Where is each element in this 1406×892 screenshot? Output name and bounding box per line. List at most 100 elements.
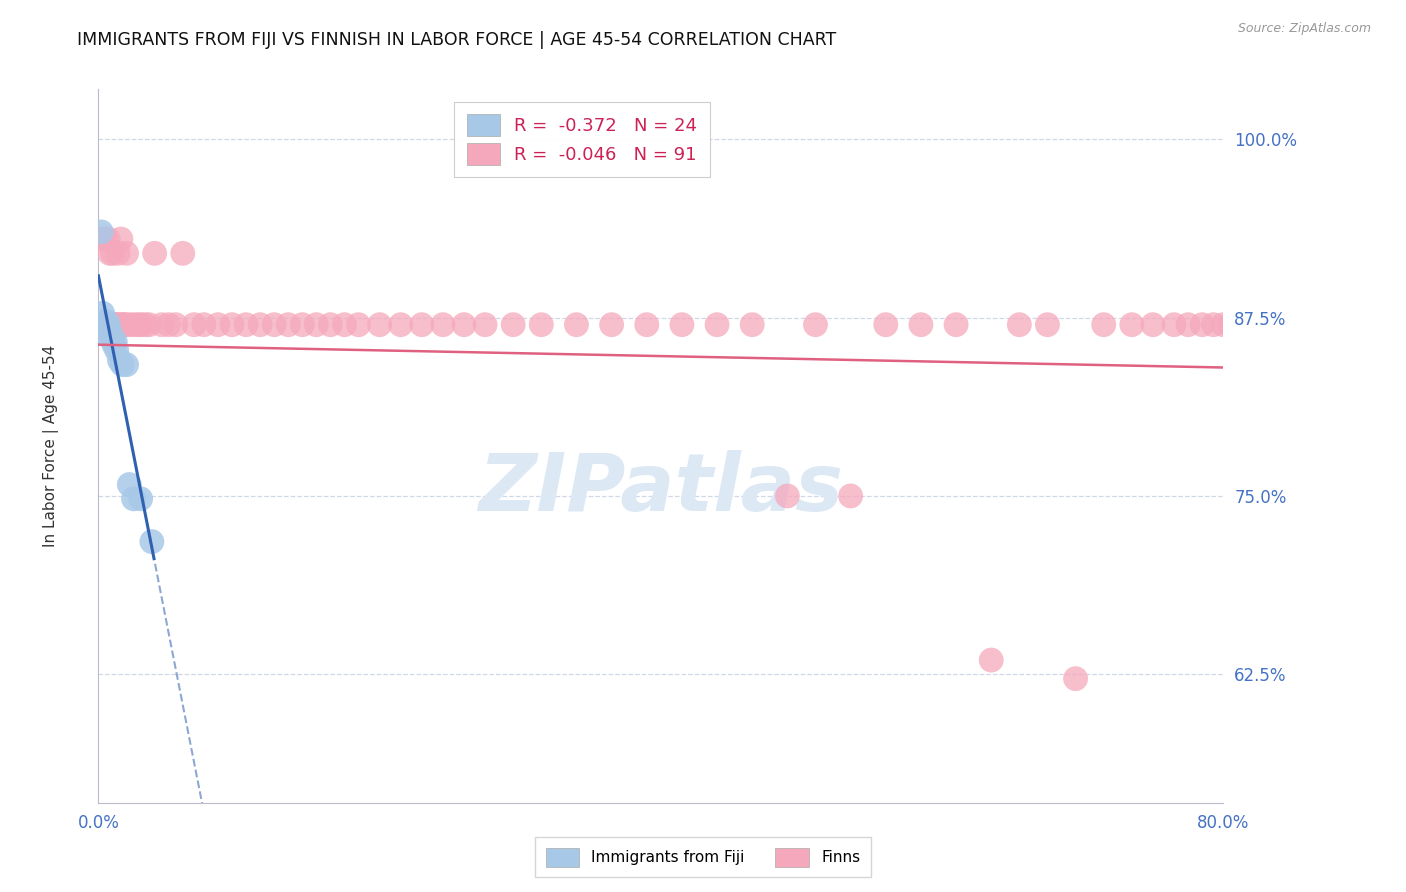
Point [150, 318, 173, 332]
Point [129, 318, 152, 332]
Point [97, 329, 120, 343]
Point [118, 477, 141, 491]
Point [100, 329, 122, 343]
Point [1092, 318, 1115, 332]
Point [706, 318, 728, 332]
Point [411, 318, 433, 332]
Point [91, 232, 114, 246]
Point [600, 318, 623, 332]
Point [111, 358, 134, 372]
Point [1142, 318, 1164, 332]
Point [91, 306, 114, 320]
Point [172, 246, 194, 260]
Point [804, 318, 827, 332]
Point [530, 318, 553, 332]
Point [98, 318, 121, 332]
Point [1212, 318, 1234, 332]
Point [90, 225, 112, 239]
Point [319, 318, 342, 332]
Point [94, 232, 117, 246]
Text: ZIPatlas: ZIPatlas [478, 450, 844, 528]
Point [103, 318, 125, 332]
Point [839, 489, 862, 503]
Point [165, 318, 187, 332]
Point [96, 320, 118, 334]
Point [112, 318, 135, 332]
Point [97, 318, 120, 332]
Point [1237, 318, 1260, 332]
Point [93, 318, 115, 332]
Point [1202, 318, 1225, 332]
Point [453, 318, 475, 332]
Point [98, 246, 121, 260]
Point [100, 318, 122, 332]
Point [108, 353, 131, 368]
Point [104, 318, 127, 332]
Point [122, 491, 145, 506]
Text: IMMIGRANTS FROM FIJI VS FINNISH IN LABOR FORCE | AGE 45-54 CORRELATION CHART: IMMIGRANTS FROM FIJI VS FINNISH IN LABOR… [77, 31, 837, 49]
Point [1191, 318, 1213, 332]
Point [235, 318, 257, 332]
Point [94, 318, 117, 332]
Point [97, 232, 120, 246]
Point [108, 318, 131, 332]
Point [1177, 318, 1199, 332]
Point [333, 318, 356, 332]
Point [105, 318, 128, 332]
Point [474, 318, 496, 332]
Point [122, 318, 145, 332]
Point [1219, 318, 1241, 332]
Point [776, 489, 799, 503]
Point [1064, 672, 1087, 686]
Point [98, 323, 121, 337]
Point [96, 318, 118, 332]
Point [157, 318, 180, 332]
Point [432, 318, 454, 332]
Point [114, 318, 136, 332]
Point [207, 318, 229, 332]
Point [741, 318, 763, 332]
Point [1254, 318, 1277, 332]
Point [945, 318, 967, 332]
Point [1241, 318, 1264, 332]
Point [291, 318, 314, 332]
Point [1036, 318, 1059, 332]
Point [101, 332, 124, 346]
Point [875, 318, 897, 332]
Text: In Labor Force | Age 45-54: In Labor Force | Age 45-54 [44, 345, 59, 547]
Point [1246, 318, 1268, 332]
Point [104, 334, 127, 349]
Point [93, 318, 115, 332]
Point [1121, 318, 1143, 332]
Point [263, 318, 285, 332]
Point [111, 318, 134, 332]
Point [502, 318, 524, 332]
Point [1223, 318, 1246, 332]
Point [193, 318, 215, 332]
Point [118, 318, 141, 332]
Point [249, 318, 271, 332]
Text: Source: ZipAtlas.com: Source: ZipAtlas.com [1237, 22, 1371, 36]
Point [1233, 674, 1256, 689]
Point [671, 318, 693, 332]
Point [134, 318, 156, 332]
Point [91, 318, 114, 332]
Point [143, 246, 166, 260]
Point [368, 318, 391, 332]
Point [910, 318, 932, 332]
Point [101, 318, 124, 332]
Point [103, 337, 125, 351]
Point [105, 343, 128, 358]
Point [129, 491, 152, 506]
Point [221, 318, 243, 332]
Point [1163, 318, 1185, 332]
Legend: Immigrants from Fiji, Finns: Immigrants from Fiji, Finns [534, 838, 872, 877]
Point [93, 320, 115, 334]
Point [141, 534, 163, 549]
Point [90, 318, 112, 332]
Point [138, 318, 160, 332]
Point [91, 315, 114, 329]
Point [1250, 746, 1272, 760]
Point [347, 318, 370, 332]
Point [96, 318, 118, 332]
